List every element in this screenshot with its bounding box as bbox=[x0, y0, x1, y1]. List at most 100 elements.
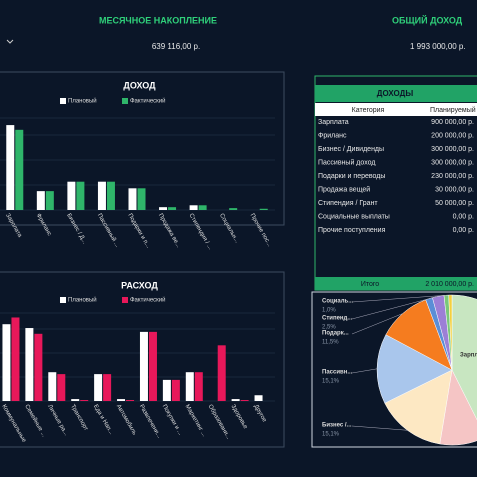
bar bbox=[259, 208, 268, 210]
bar bbox=[36, 191, 45, 210]
panel bbox=[311, 291, 477, 448]
kpi-value: 639 116,00 р. bbox=[152, 42, 200, 51]
legend-swatch bbox=[60, 297, 66, 303]
table-cell: 230 000,00 р. bbox=[431, 173, 474, 180]
bar bbox=[198, 205, 207, 210]
bar bbox=[162, 379, 171, 401]
leader-line bbox=[351, 313, 403, 335]
chart-title: РАСХОД bbox=[121, 280, 158, 290]
legend-swatch bbox=[122, 297, 128, 303]
slice-value: 1,0% bbox=[322, 308, 336, 314]
slice-label: Социаль... bbox=[322, 299, 354, 305]
slice-label: Стипенд... bbox=[322, 316, 353, 322]
slice-value: 15,1% bbox=[322, 432, 340, 438]
table-header-band bbox=[315, 103, 477, 116]
bar bbox=[34, 333, 43, 401]
leader-line bbox=[351, 294, 447, 303]
table-cell: Бизнес / Дивиденды bbox=[318, 146, 384, 153]
bar bbox=[6, 125, 15, 210]
bar bbox=[139, 331, 148, 401]
dropdown-arrow[interactable] bbox=[6, 39, 14, 44]
bar bbox=[25, 328, 34, 401]
leader-line bbox=[351, 425, 408, 431]
kpi-title: МЕСЯЧНОЕ НАКОПЛЕНИЕ bbox=[99, 15, 217, 25]
slice-value: 15,1% bbox=[322, 379, 340, 385]
bar bbox=[80, 400, 89, 401]
bar bbox=[106, 181, 115, 210]
legend-label: Плановый bbox=[68, 297, 97, 304]
legend-label: Фактический bbox=[130, 98, 165, 105]
table-cell: Прочие поступления bbox=[318, 227, 386, 234]
table-cell: 200 000,00 р. bbox=[431, 132, 474, 139]
leader-line bbox=[351, 296, 439, 320]
bar bbox=[117, 399, 126, 401]
bar bbox=[148, 331, 157, 401]
bar bbox=[11, 317, 20, 401]
bar bbox=[137, 188, 146, 210]
bar bbox=[57, 374, 66, 401]
pie-slice bbox=[451, 294, 477, 421]
table-footer-band bbox=[315, 277, 477, 290]
bar bbox=[194, 372, 203, 401]
bar bbox=[168, 207, 177, 210]
bar bbox=[15, 129, 24, 210]
slice-label: Пассивн... bbox=[322, 370, 353, 376]
table-cell: 300 000,00 р. bbox=[431, 146, 474, 153]
table-title-band bbox=[315, 85, 477, 102]
column-header: Планируемый bbox=[430, 106, 476, 114]
bar bbox=[171, 379, 180, 401]
kpi-title: ОБЩИЙ ДОХОД bbox=[392, 14, 463, 25]
bar bbox=[67, 181, 76, 210]
bar bbox=[76, 181, 85, 210]
slice-label: Подарк... bbox=[322, 331, 349, 337]
table-cell: Пассивный доход bbox=[318, 158, 375, 166]
column-header: Категория bbox=[352, 107, 385, 114]
bar bbox=[159, 207, 168, 210]
bar bbox=[254, 395, 263, 401]
table-cell: Зарплата bbox=[318, 119, 349, 126]
bar bbox=[2, 324, 11, 401]
legend-label: Фактический bbox=[130, 297, 165, 304]
table-cell: 30 000,00 р. bbox=[435, 186, 474, 193]
table-cell: Социальные выплаты bbox=[318, 213, 390, 220]
table-footer: Итого bbox=[361, 281, 379, 288]
bar bbox=[94, 374, 103, 401]
slice-label: Зарплата bbox=[460, 353, 477, 359]
table-footer: 2 010 000,00 р. bbox=[425, 281, 474, 288]
table-cell: 50 000,00 р. bbox=[435, 200, 474, 207]
bar bbox=[189, 205, 198, 210]
table-cell: 300 000,00 р. bbox=[431, 159, 474, 166]
bar bbox=[231, 399, 240, 401]
panel bbox=[0, 271, 285, 448]
bar bbox=[126, 400, 135, 401]
table-title: ДОХОДЫ bbox=[377, 89, 414, 98]
legend-swatch bbox=[122, 98, 128, 104]
table-cell: 0,00 р. bbox=[453, 213, 474, 220]
chart-title: ДОХОД bbox=[123, 80, 156, 90]
table-cell: Продажа вещей bbox=[318, 185, 370, 193]
legend-swatch bbox=[60, 98, 66, 104]
slice-value: 2,5% bbox=[322, 325, 336, 331]
content: ДОХОДЫ Категория Планируемый Зарплата 900 00… bbox=[0, 80, 477, 446]
table-cell: Стипендия / Грант bbox=[318, 200, 378, 207]
bar bbox=[97, 181, 106, 210]
table-cell: 0,00 р. bbox=[453, 227, 474, 234]
table-cell: Фриланс bbox=[318, 132, 347, 139]
kpi-value: 1 993 000,00 р. bbox=[410, 42, 466, 51]
leader-line bbox=[351, 368, 378, 374]
bar bbox=[229, 208, 238, 210]
bar bbox=[103, 374, 112, 401]
pie-slice bbox=[448, 294, 453, 371]
legend-label: Плановый bbox=[68, 98, 97, 105]
slice-value: 11,5% bbox=[322, 340, 339, 346]
bar bbox=[45, 191, 54, 210]
panel bbox=[0, 71, 285, 226]
table-cell: Подарки и переводы bbox=[318, 173, 385, 180]
table-cell: 900 000,00 р. bbox=[431, 119, 474, 126]
pie-slice bbox=[384, 369, 453, 445]
bar bbox=[48, 372, 57, 401]
bar bbox=[185, 372, 194, 401]
bar bbox=[128, 188, 137, 210]
